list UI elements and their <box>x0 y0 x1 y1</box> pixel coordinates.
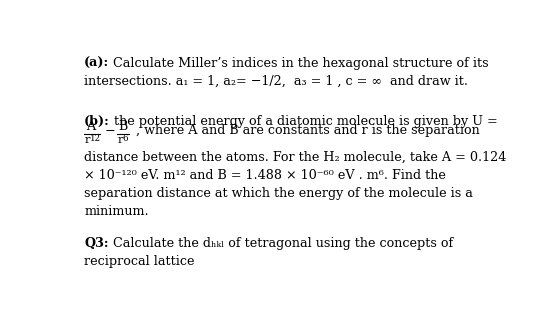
Text: intersections. a₁ = 1, a₂= −1/2,  a₃ = 1 , c = ∞  and draw it.: intersections. a₁ = 1, a₂= −1/2, a₃ = 1 … <box>84 75 468 88</box>
Text: Calculate Miller’s indices in the hexagonal structure of its: Calculate Miller’s indices in the hexago… <box>110 57 489 70</box>
Text: × 10⁻¹²⁰ eV. m¹² and B = 1.488 × 10⁻⁶⁰ eV . m⁶. Find the: × 10⁻¹²⁰ eV. m¹² and B = 1.488 × 10⁻⁶⁰ e… <box>84 169 446 182</box>
Text: , where A and B are constants and r is the separation: , where A and B are constants and r is t… <box>132 125 480 137</box>
Text: Calculate the dₕₖₗ of tetragonal using the concepts of: Calculate the dₕₖₗ of tetragonal using t… <box>109 237 453 250</box>
Text: minimum.: minimum. <box>84 205 149 218</box>
Text: 12: 12 <box>90 134 101 144</box>
Text: A: A <box>86 120 96 133</box>
Text: −: − <box>104 126 115 138</box>
Text: r: r <box>85 135 91 145</box>
Text: (a):: (a): <box>84 57 110 70</box>
Text: Q3:: Q3: <box>84 237 109 250</box>
Text: the potential energy of a diatomic molecule is given by U =: the potential energy of a diatomic molec… <box>110 115 498 128</box>
Text: reciprocal lattice: reciprocal lattice <box>84 255 195 268</box>
Text: 6: 6 <box>123 134 128 144</box>
Text: distance between the atoms. For the H₂ molecule, take A = 0.124: distance between the atoms. For the H₂ m… <box>84 151 507 164</box>
Text: (b):: (b): <box>84 115 110 128</box>
Text: separation distance at which the energy of the molecule is a: separation distance at which the energy … <box>84 187 473 200</box>
Text: B: B <box>119 120 128 133</box>
Text: r: r <box>118 135 123 145</box>
